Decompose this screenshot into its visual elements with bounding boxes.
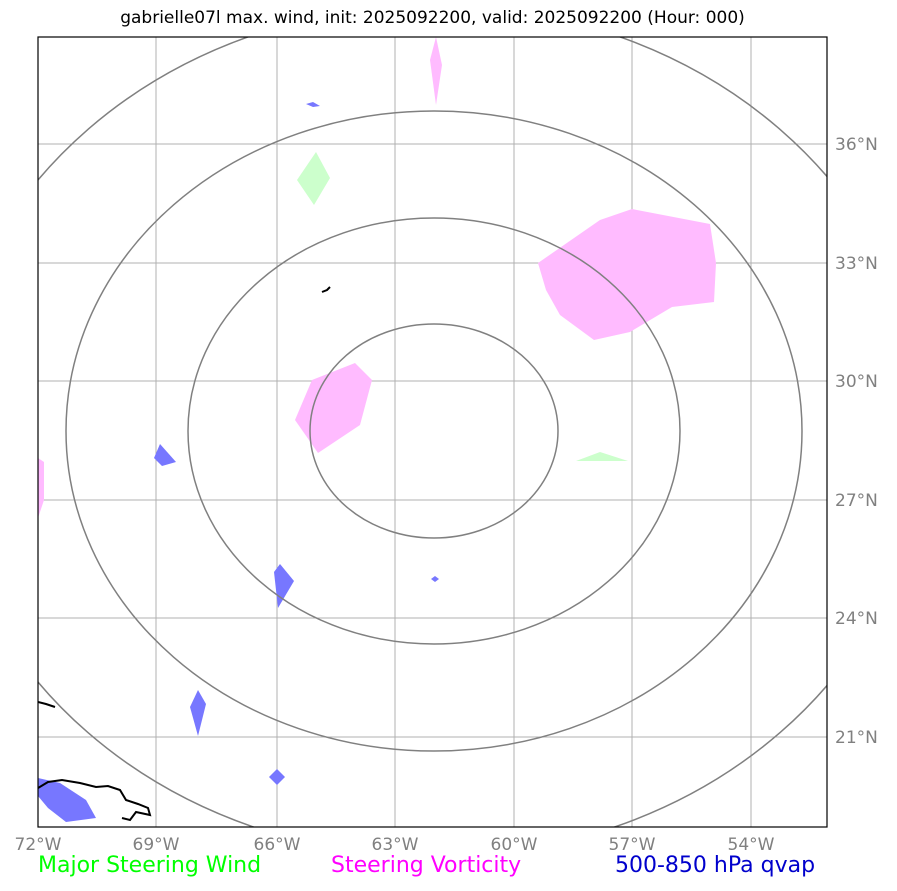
map-title: gabrielle07l max. wind, init: 2025092200… xyxy=(120,8,745,28)
coastlines xyxy=(38,286,331,822)
lat-tick-label: 30°N xyxy=(835,372,878,392)
qvap-shading xyxy=(38,102,439,822)
lon-gridlines xyxy=(38,37,752,827)
lat-tick-label: 33°N xyxy=(835,254,878,274)
island-coastline xyxy=(38,701,56,708)
range-ring-2 xyxy=(187,217,681,645)
vorticity-streak-north xyxy=(430,37,442,105)
map-frame xyxy=(37,36,828,828)
legend-qvap: 500-850 hPa qvap xyxy=(615,853,816,878)
qvap-patch-5 xyxy=(38,778,96,822)
lon-tick-label: 72°W xyxy=(15,835,62,855)
range-ring-4 xyxy=(38,37,827,827)
qvap-patch-4 xyxy=(269,769,285,785)
wind-area-north xyxy=(297,152,330,205)
wind-area-east xyxy=(576,452,628,461)
legend-wind: Major Steering Wind xyxy=(38,853,262,878)
wind-shading xyxy=(297,152,628,461)
range-ring-3 xyxy=(65,110,803,752)
lon-tick-label: 57°W xyxy=(609,835,656,855)
qvap-patch-7 xyxy=(431,576,439,582)
lon-tick-label: 54°W xyxy=(728,835,775,855)
vorticity-area-west-edge xyxy=(38,458,44,518)
vorticity-area-northeast xyxy=(538,209,716,340)
lon-tick-label: 60°W xyxy=(491,835,538,855)
lon-tick-label: 69°W xyxy=(133,835,180,855)
vorticity-shading xyxy=(38,37,716,518)
range-rings xyxy=(38,37,827,827)
qvap-patch-1 xyxy=(154,444,176,466)
lon-tick-label: 66°W xyxy=(254,835,301,855)
lat-tick-label: 36°N xyxy=(835,135,878,155)
hispaniola-coastline xyxy=(38,778,152,822)
lat-tick-label: 21°N xyxy=(835,728,878,748)
lat-tick-label: 27°N xyxy=(835,491,878,511)
lon-tick-label: 63°W xyxy=(372,835,419,855)
legend-vorticity: Steering Vorticity xyxy=(331,853,522,878)
qvap-patch-6 xyxy=(306,102,320,107)
lat-tick-label: 24°N xyxy=(835,609,878,629)
range-ring-1 xyxy=(309,323,559,539)
bermuda-coastline xyxy=(321,286,331,293)
lon-tick-labels: 72°W 69°W 66°W 63°W 60°W 57°W 54°W xyxy=(15,835,775,855)
qvap-patch-3 xyxy=(190,690,206,736)
vorticity-area-center xyxy=(295,363,372,453)
lat-tick-labels: 21°N 24°N 27°N 30°N 33°N 36°N xyxy=(835,135,878,748)
